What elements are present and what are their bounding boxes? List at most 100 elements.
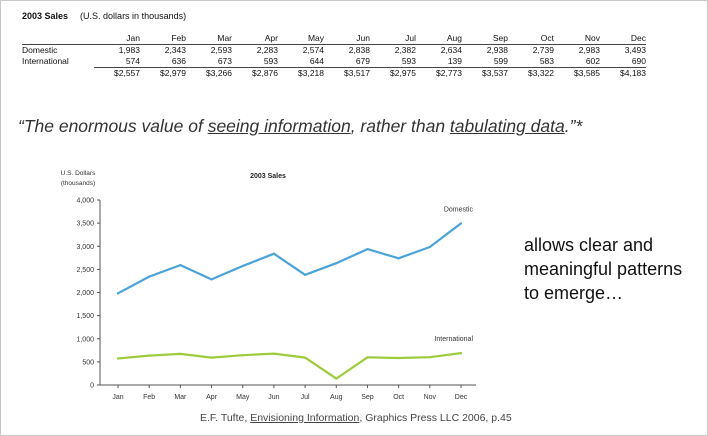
quote-underline-1: seeing information: [207, 116, 351, 136]
x-tick-label: Jan: [112, 394, 123, 401]
chart-title: 2003 Sales: [250, 173, 286, 180]
table-cell: 2,838: [348, 45, 370, 55]
table-month-header: Feb: [140, 33, 186, 45]
series-line-international: [116, 352, 463, 380]
table-cell: 3,493: [624, 45, 646, 55]
data-point-international: [459, 351, 463, 355]
table-cell: 636: [171, 56, 186, 66]
data-point-international: [116, 357, 120, 360]
x-tick-label: Jul: [301, 394, 310, 401]
data-point-domestic: [116, 292, 120, 295]
table-month-header: Jun: [324, 33, 370, 45]
data-point-international: [272, 352, 276, 355]
table-cell: 690: [631, 56, 646, 66]
y-tick-label: 0: [90, 383, 94, 390]
citation: E.F. Tufte, Envisioning Information, Gra…: [200, 412, 512, 424]
data-point-domestic: [366, 248, 369, 251]
table-month-header: Mar: [186, 33, 232, 45]
table-month-header: Jan: [94, 33, 140, 45]
table-total-cell: $3,218: [278, 67, 324, 79]
x-tick-label: Nov: [424, 394, 437, 401]
x-tick-label: Dec: [455, 394, 468, 401]
series-label: International: [434, 336, 473, 343]
data-point-domestic: [210, 278, 213, 281]
table-cell: 1,983: [118, 45, 140, 55]
table-month-header: Jul: [370, 33, 416, 45]
y-tick-label: 4,000: [76, 198, 94, 205]
table-total-cell: $2,876: [232, 67, 278, 79]
quote: “The enormous value of seeing informatio…: [18, 116, 582, 137]
table-row-label: International: [22, 56, 69, 67]
x-tick-label: Feb: [143, 394, 155, 401]
table-cell: 2,593: [210, 45, 232, 55]
table-subtitle: (U.S. dollars in thousands): [80, 11, 187, 21]
table-cell: 2,283: [256, 45, 278, 55]
table-cell: 2,739: [532, 45, 554, 55]
x-tick-label: Aug: [330, 394, 343, 401]
table-cell: 679: [355, 56, 370, 66]
table-total-cell: $2,773: [416, 67, 462, 79]
table-month-header: Oct: [508, 33, 554, 45]
table-month-header: May: [278, 33, 324, 45]
citation-author: E.F. Tufte,: [200, 412, 251, 424]
data-point-domestic: [428, 245, 431, 249]
x-tick-label: Jun: [268, 394, 279, 401]
quote-close: .”*: [564, 116, 583, 136]
table-cell: 2,983: [578, 45, 600, 55]
table-row: Domestic 1,983 2,343 2,593 2,283 2,574 2,838 2,…: [22, 45, 646, 57]
table-total-cell: $3,266: [186, 67, 232, 79]
x-tick-label: May: [236, 394, 250, 401]
data-point-domestic: [241, 264, 244, 268]
side-caption: allows clear and meaningful patterns to …: [524, 235, 683, 303]
table-total-cell: $2,557: [94, 67, 140, 79]
table-total-cell: $3,322: [508, 67, 554, 79]
data-point-international: [335, 377, 338, 380]
table-cell: 602: [585, 56, 600, 66]
table-cell: 2,574: [302, 45, 324, 55]
data-point-domestic: [303, 273, 307, 276]
y-tick-label: 3,500: [76, 221, 94, 228]
table-cell: 644: [309, 56, 324, 66]
quote-underline-2: tabulating data: [449, 116, 565, 136]
citation-book: Envisioning Information: [250, 412, 360, 424]
sales-table: Jan Feb Mar Apr May Jun Jul Aug Sep Oct Nov Dec Dom…: [22, 33, 646, 79]
data-point-domestic: [179, 263, 182, 267]
table-cell: 574: [125, 56, 140, 66]
x-tick-label: Apr: [206, 394, 218, 401]
table-month-header: Nov: [554, 33, 600, 45]
y-tick-label: 2,500: [76, 267, 94, 274]
table-cell: 2,343: [164, 45, 186, 55]
data-point-domestic: [335, 262, 338, 265]
data-point-domestic: [272, 252, 276, 255]
x-tick-label: Sep: [361, 394, 374, 401]
x-tick-label: Oct: [393, 394, 404, 401]
y-tick-label: 2,000: [76, 290, 94, 297]
y-axis-label-line1: U.S. Dollars: [61, 170, 96, 177]
citation-publisher: , Graphics Press LLC 2006, p.45: [359, 412, 512, 424]
data-point-domestic: [459, 222, 463, 225]
data-point-international: [148, 354, 151, 357]
table-total-cell: $2,979: [140, 67, 186, 79]
series-label: Domestic: [444, 206, 474, 213]
data-point-international: [397, 356, 400, 360]
table-month-header: Sep: [462, 33, 508, 45]
table-cell: 2,634: [440, 45, 462, 55]
table-cell: 673: [217, 56, 232, 66]
data-point-international: [241, 354, 244, 357]
x-tick-label: Mar: [174, 394, 187, 401]
table-total-cell: $4,183: [600, 67, 646, 79]
y-tick-label: 1,500: [76, 313, 94, 320]
data-point-international: [428, 356, 431, 359]
table-cell: 583: [539, 56, 554, 66]
table-row-label: Domestic: [22, 45, 58, 55]
quote-mid: , rather than: [350, 116, 450, 136]
table-cell: 2,382: [394, 45, 416, 55]
quote-open: “The enormous value of: [18, 116, 208, 136]
data-point-domestic: [397, 257, 400, 260]
table-month-header: Apr: [232, 33, 278, 45]
y-tick-label: 3,000: [76, 244, 94, 251]
table-cell: 599: [493, 56, 508, 66]
y-tick-label: 500: [82, 359, 94, 366]
data-point-international: [179, 352, 182, 355]
series-line-domestic: [116, 222, 463, 295]
